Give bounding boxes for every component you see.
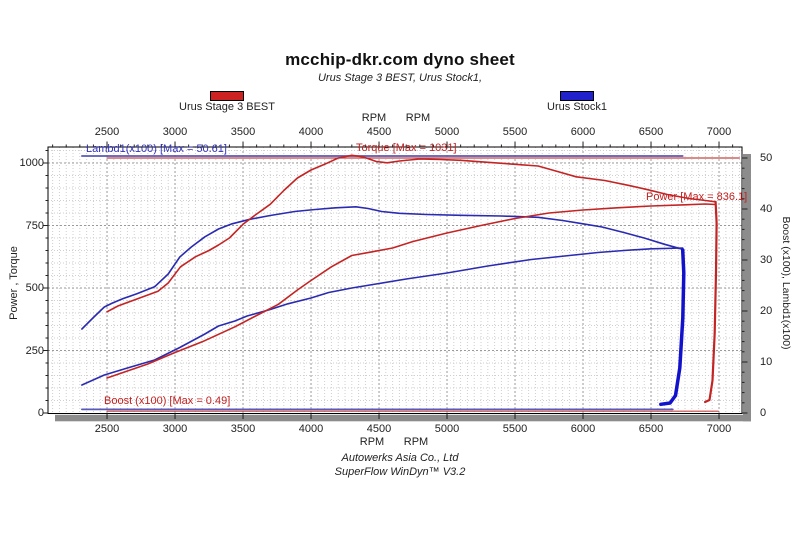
x-tick-label-top: 5500 xyxy=(502,126,528,138)
footer-company: Autowerks Asia Co., Ltd xyxy=(341,452,459,464)
x-tick-label-bottom: 4000 xyxy=(298,423,324,435)
y-right-tick-label: 50 xyxy=(760,152,773,164)
y-left-tick-label: 250 xyxy=(25,344,44,357)
series-torque-stock xyxy=(81,206,684,330)
y-right-axis-title: Boost (x100), Lambd1(x100) xyxy=(780,216,792,350)
page-subtitle: Urus Stage 3 BEST, Urus Stock1, xyxy=(317,72,483,84)
y-left-tick-label: 1000 xyxy=(19,157,44,169)
annotation-power-max: Power [Max = 836.1] xyxy=(646,191,748,203)
y-right-tick-label: 30 xyxy=(760,254,773,266)
annotation-lambda-max: Lambd1(x100) [Max = 50.61] xyxy=(86,143,227,155)
page-title: mcchip-dkr.com dyno sheet xyxy=(285,50,515,69)
x-axis-unit-bottom-1: RPM xyxy=(359,436,385,448)
footer-software: SuperFlow WinDyn™ V3.2 xyxy=(334,466,466,478)
x-tick-label-top: 6500 xyxy=(638,126,664,138)
annotation-torque-max: Torque [Max = 1031] xyxy=(356,142,457,154)
x-tick-label-top: 4000 xyxy=(298,126,324,138)
grid xyxy=(48,147,742,414)
axis-ticks xyxy=(42,141,748,419)
frame-shadow-bottom xyxy=(55,414,751,422)
y-left-tick-label: 750 xyxy=(25,219,44,232)
series-power-stock xyxy=(81,247,684,386)
x-tick-label-top: 6000 xyxy=(570,126,596,138)
y-right-tick-label: 10 xyxy=(760,356,773,368)
x-tick-label-bottom: 5500 xyxy=(502,423,528,435)
frame-shadow-right xyxy=(743,154,751,422)
x-tick-label-bottom: 4500 xyxy=(366,423,392,435)
legend-label-stock: Urus Stock1 xyxy=(547,101,607,113)
x-tick-label-top: 7000 xyxy=(706,126,732,138)
y-right-tick-label: 40 xyxy=(760,203,773,215)
legend-swatch-stock xyxy=(560,91,594,101)
legend-label-stage3: Urus Stage 3 BEST xyxy=(179,101,275,113)
x-tick-label-bottom: 3500 xyxy=(230,423,256,435)
y-left-tick-label: 0 xyxy=(37,407,44,419)
y-right-tick-label: 0 xyxy=(760,407,767,419)
series-power-stage3 xyxy=(106,203,717,379)
x-tick-label-top: 3500 xyxy=(230,126,256,138)
series-torque-stage3 xyxy=(106,154,717,313)
x-tick-label-top: 5000 xyxy=(434,126,460,138)
legend-swatch-stage3 xyxy=(210,91,244,101)
x-tick-label-top: 4500 xyxy=(366,126,392,138)
series-run-end-stage3 xyxy=(703,200,718,404)
x-tick-label-top: 2500 xyxy=(94,126,120,138)
x-tick-label-bottom: 3000 xyxy=(162,423,188,435)
y-left-tick-label: 500 xyxy=(25,282,44,294)
annotation-boost-max: Boost (x100) [Max = 0.49] xyxy=(104,395,231,407)
series-run-end-stock xyxy=(659,248,686,407)
x-tick-label-top: 3000 xyxy=(162,126,188,138)
x-tick-label-bottom: 6000 xyxy=(570,423,596,435)
x-axis-unit-top-1: RPM xyxy=(361,112,387,124)
y-right-tick-label: 20 xyxy=(760,305,773,317)
x-tick-label-bottom: 5000 xyxy=(434,423,460,435)
x-tick-label-bottom: 7000 xyxy=(706,423,732,435)
x-tick-label-bottom: 6500 xyxy=(638,423,664,435)
x-axis-unit-top-2: RPM xyxy=(405,112,431,124)
x-axis-unit-bottom-2: RPM xyxy=(403,436,429,448)
x-tick-label-bottom: 2500 xyxy=(94,423,120,435)
